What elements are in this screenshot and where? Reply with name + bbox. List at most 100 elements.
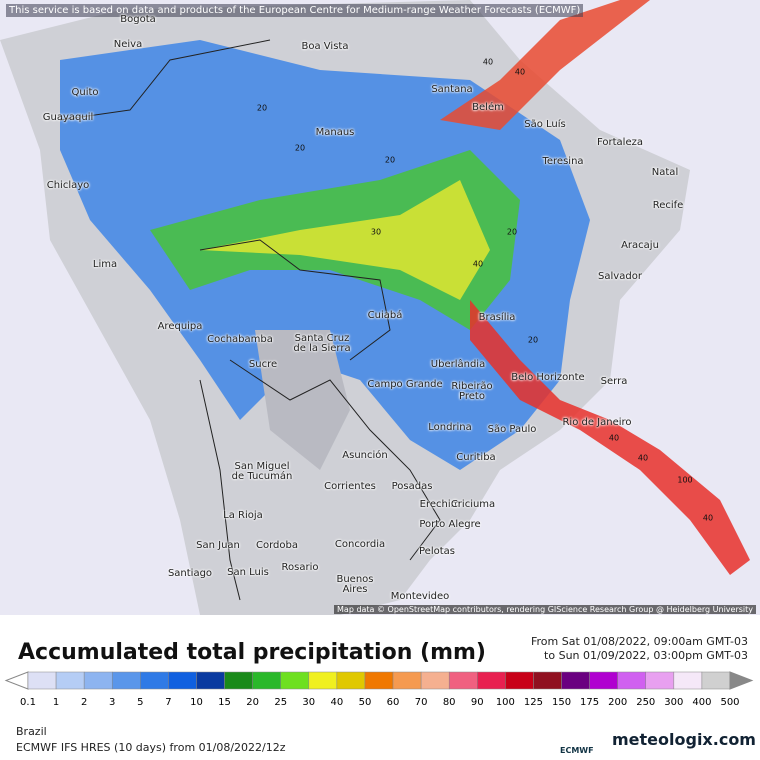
city-label: Bogota [120, 14, 156, 25]
legend-tick-label: 30 [302, 697, 316, 708]
legend-swatch [27, 671, 57, 690]
city-label: San Juan [196, 540, 240, 551]
legend-tick-label: 2 [80, 697, 88, 708]
legend-swatch [617, 671, 647, 690]
city-label: Brasília [478, 312, 516, 323]
legend-tick-label: 300 [664, 697, 684, 708]
city-label: Fortaleza [597, 137, 643, 148]
city-label: La Rioja [223, 510, 263, 521]
contour-label: 20 [294, 143, 306, 153]
period-from: From Sat 01/08/2022, 09:00am GMT-03 [530, 635, 748, 648]
city-label: Erechim [419, 499, 461, 510]
city-label: Rio de Janeiro [562, 417, 632, 428]
legend-swatch [701, 671, 731, 690]
ecmwf-logo: ECMWF [560, 746, 594, 755]
legend-tick-label: 400 [692, 697, 712, 708]
legend-tick-label: 3 [109, 697, 116, 708]
precip-north [440, 0, 650, 130]
city-label: Sucre [248, 359, 278, 370]
city-label: Neiva [113, 39, 143, 50]
legend-swatch [448, 671, 478, 690]
city-label: São Paulo [487, 424, 537, 435]
title: Accumulated total precipitation (mm) [18, 640, 486, 665]
legend-swatch [196, 671, 225, 690]
city-label: San Miguel de Tucumán [231, 461, 293, 482]
attribution: Map data © OpenStreetMap contributors, r… [334, 605, 756, 614]
city-label: Corrientes [324, 481, 376, 492]
legend-swatch [505, 671, 534, 690]
city-label: Serra [600, 376, 628, 387]
legend-bar [4, 671, 754, 690]
legend-swatch [477, 671, 506, 690]
legend-swatch [364, 671, 394, 690]
city-label: Ribeirão Preto [451, 381, 493, 402]
city-label: Porto Alegre [419, 519, 481, 530]
legend-tick-label: 70 [414, 697, 428, 708]
legend-tick-label: 1 [52, 697, 60, 708]
city-label: Concordia [334, 539, 386, 550]
legend-tick-label: 0.1 [20, 697, 36, 708]
city-label: Lima [92, 259, 118, 270]
city-label: Salvador [598, 271, 642, 282]
city-label: Teresina [542, 156, 584, 167]
legend-swatch [111, 671, 141, 690]
legend-tick-label: 150 [551, 697, 572, 708]
city-label: Pelotas [419, 546, 455, 557]
city-label: Buenos Aires [336, 574, 374, 595]
city-label: Boa Vista [301, 41, 349, 52]
city-label: Santana [431, 84, 473, 95]
legend-swatch [673, 671, 703, 690]
legend-swatch [589, 671, 618, 690]
legend-tick-label: 40 [330, 697, 344, 708]
city-label: Guayaquil [42, 112, 94, 123]
city-label: Santa Cruz de la Sierra [293, 333, 351, 354]
city-label: Londrina [428, 422, 472, 433]
border [59, 39, 441, 601]
legend-swatch [224, 671, 253, 690]
contour-label: 40 [637, 453, 649, 463]
city-label: Aracaju [621, 240, 659, 251]
city-label: Quito [71, 87, 99, 98]
legend-tick-label: 7 [165, 697, 172, 708]
city-label: Belém [472, 102, 504, 113]
contour-label: 40 [472, 259, 484, 269]
legend-swatch [140, 671, 169, 690]
legend-tick-label: 10 [190, 697, 203, 708]
contour-label: 40 [482, 57, 494, 67]
legend-swatch [533, 671, 562, 690]
city-label: Criciuma [450, 499, 496, 510]
period-to: to Sun 01/09/2022, 03:00pm GMT-03 [544, 649, 748, 662]
legend-arrow-left [4, 671, 29, 690]
legend-tick-label: 20 [246, 697, 259, 708]
legend-swatch [308, 671, 338, 690]
contour-label: 30 [370, 227, 382, 237]
city-label: Curitiba [456, 452, 496, 463]
contour-label: 20 [506, 227, 518, 237]
contour-label: 20 [384, 155, 396, 165]
city-label: Asunción [342, 450, 388, 461]
contour-label: 20 [256, 103, 268, 113]
legend-tick-label: 25 [274, 697, 288, 708]
region: Brazil [16, 725, 47, 738]
legend-tick-label: 60 [386, 697, 400, 708]
brand: meteologix.com [612, 730, 756, 749]
city-label: São Luís [524, 119, 566, 130]
city-label: San Luis [227, 567, 269, 578]
city-label: Uberlândia [430, 359, 486, 370]
contour-label: 40 [702, 513, 714, 523]
legend-tick-label: 100 [495, 697, 515, 708]
legend-swatch [280, 671, 310, 690]
precip-yellow [200, 180, 490, 300]
banner: This service is based on data and produc… [6, 4, 584, 17]
legend-tick-label: 15 [218, 697, 231, 708]
city-label: Chiclayo [46, 180, 90, 191]
legend-tick-label: 500 [720, 697, 740, 708]
contour-label: 40 [608, 433, 620, 443]
legend-tick-label: 80 [442, 697, 456, 708]
legend-tick-label: 5 [137, 697, 144, 708]
city-label: Cordoba [256, 540, 298, 551]
legend-tick-label: 50 [358, 697, 372, 708]
legend-swatch [645, 671, 675, 690]
